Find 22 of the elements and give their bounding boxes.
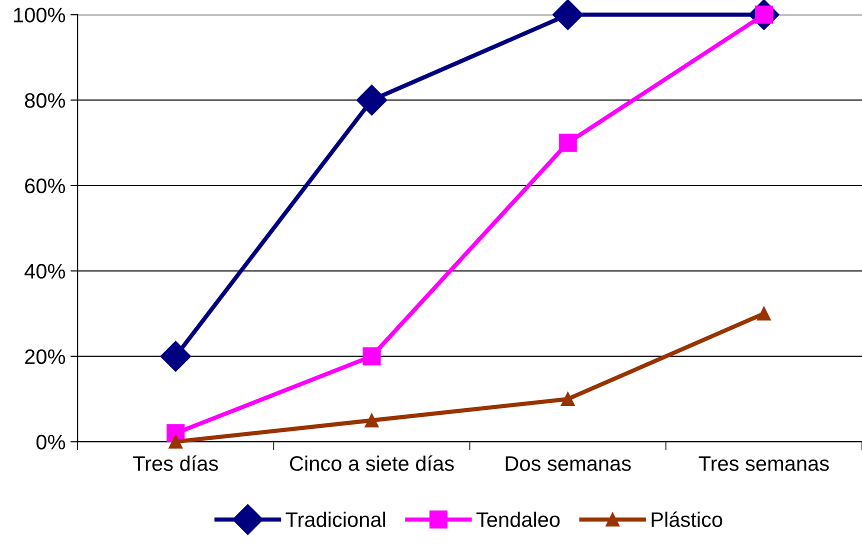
point (364, 413, 379, 428)
point (558, 134, 577, 152)
x-tick-label: Tres días (133, 455, 218, 471)
x-tick-label: Tres semanas (698, 456, 829, 471)
point (552, 0, 584, 30)
y-tick-label: 60% (25, 178, 66, 194)
y-tick-label: 80% (24, 93, 66, 108)
y-tick-label: 0% (36, 434, 66, 450)
x-tick-label: Cinco a siete días (290, 455, 454, 471)
point (362, 347, 381, 366)
point (560, 392, 575, 406)
legend-label: Tradicional (286, 512, 386, 528)
point (356, 84, 388, 116)
y-tick-label: 40% (24, 264, 66, 279)
legend-label: Tendaleo (476, 512, 560, 528)
legend-label: Plástico (652, 511, 722, 528)
x-tick-label: Dos semanas (506, 456, 631, 471)
point (168, 434, 183, 449)
y-tick-label: 100% (14, 8, 66, 22)
point (160, 340, 192, 372)
y-tick-label: 20% (25, 349, 66, 364)
point (757, 306, 771, 321)
